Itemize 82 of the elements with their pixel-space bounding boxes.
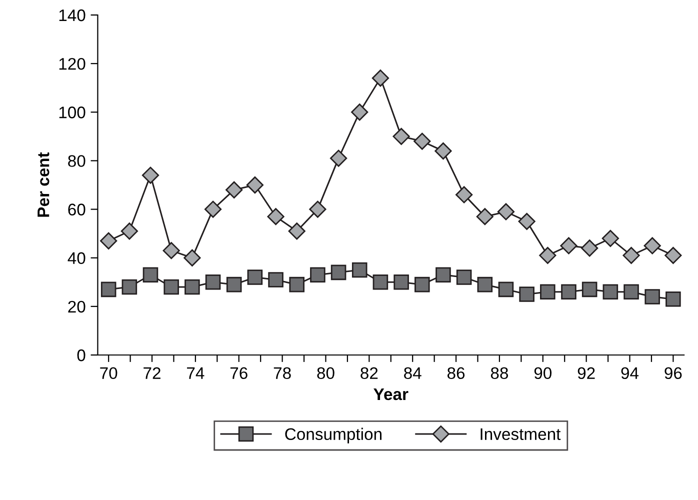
point xyxy=(142,166,160,184)
point xyxy=(497,203,515,220)
legend-label: Consumption xyxy=(285,428,382,444)
point xyxy=(560,237,578,254)
point xyxy=(456,186,473,204)
y-tick-label: 0 xyxy=(77,349,86,362)
point xyxy=(519,286,534,302)
point xyxy=(204,200,222,218)
point xyxy=(540,284,556,300)
point xyxy=(310,267,326,282)
point xyxy=(581,240,598,257)
point xyxy=(372,70,390,87)
point xyxy=(330,264,346,280)
point xyxy=(414,276,430,292)
y-tick-label: 80 xyxy=(68,155,86,167)
x-tick-label: 84 xyxy=(404,367,422,380)
point xyxy=(602,284,618,300)
y-axis-title: Per cent xyxy=(38,152,50,217)
point xyxy=(664,246,682,264)
x-axis-title: Year xyxy=(374,388,408,400)
x-tick-label: 86 xyxy=(447,367,465,380)
point xyxy=(100,232,118,250)
point xyxy=(392,128,410,145)
point xyxy=(246,176,264,194)
x-tick-label: 88 xyxy=(490,367,508,380)
y-tick-label: 40 xyxy=(68,252,86,264)
point xyxy=(352,262,368,278)
point xyxy=(602,230,619,247)
point xyxy=(644,289,660,304)
point xyxy=(330,150,348,167)
x-tick-label: 78 xyxy=(274,367,291,380)
x-tick-label: 94 xyxy=(621,367,639,380)
y-tick-label: 140 xyxy=(59,9,86,22)
point xyxy=(226,181,243,198)
point xyxy=(456,270,472,285)
point xyxy=(394,274,409,290)
point xyxy=(162,242,180,260)
point xyxy=(309,200,326,218)
point xyxy=(372,274,388,290)
x-tick-label: 70 xyxy=(100,367,118,380)
x-tick-label: 82 xyxy=(360,367,378,380)
point xyxy=(289,276,304,292)
x-tick-label: 96 xyxy=(664,367,682,380)
y-tick-label: 120 xyxy=(59,58,86,70)
point xyxy=(142,267,158,282)
x-tick-label: 72 xyxy=(144,367,160,379)
point xyxy=(351,104,368,121)
point xyxy=(622,246,640,264)
point xyxy=(288,222,306,240)
y-tick-label: 100 xyxy=(59,106,86,118)
point xyxy=(434,142,452,160)
point xyxy=(582,282,598,298)
point xyxy=(414,132,431,150)
point xyxy=(205,274,221,290)
point xyxy=(476,208,494,226)
point xyxy=(164,279,179,295)
legend-label: Investment xyxy=(480,428,561,440)
point xyxy=(518,212,536,230)
point xyxy=(247,270,263,285)
point xyxy=(267,208,284,226)
point xyxy=(120,222,138,240)
point xyxy=(100,282,116,298)
point xyxy=(436,267,451,282)
point xyxy=(498,282,514,298)
point xyxy=(624,284,639,300)
point xyxy=(184,279,200,295)
x-tick-label: 76 xyxy=(230,367,248,380)
x-tick-label: 90 xyxy=(534,367,552,380)
point xyxy=(122,279,138,295)
point xyxy=(477,276,493,292)
point xyxy=(184,249,201,266)
point xyxy=(561,284,576,300)
x-tick-label: 92 xyxy=(578,367,595,380)
x-tick-label: 80 xyxy=(317,367,334,380)
x-tick-label: 74 xyxy=(187,367,204,379)
y-tick-label: 20 xyxy=(68,300,86,313)
point xyxy=(226,276,242,292)
point xyxy=(268,272,284,288)
y-tick-label: 60 xyxy=(68,204,86,216)
point xyxy=(644,237,661,254)
point xyxy=(539,246,556,264)
point xyxy=(666,292,681,307)
